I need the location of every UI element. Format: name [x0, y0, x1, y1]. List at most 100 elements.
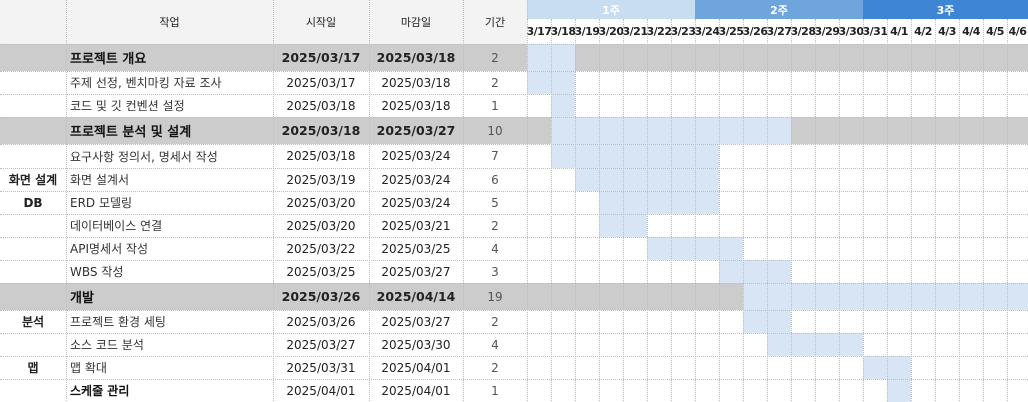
grid-line — [0, 379, 1028, 380]
phase-row-background — [0, 44, 1028, 71]
duration-value[interactable]: 19 — [487, 289, 503, 304]
end-date[interactable]: 2025/03/25 — [381, 241, 451, 256]
start-date[interactable]: 2025/03/22 — [286, 241, 356, 256]
day-header: 4/5 — [986, 25, 1004, 38]
start-date[interactable]: 2025/03/18 — [286, 98, 356, 113]
start-date[interactable]: 2025/03/20 — [286, 195, 356, 210]
duration-value[interactable]: 6 — [491, 172, 499, 187]
task-name[interactable]: 요구사항 정의서, 명세서 작성 — [70, 149, 218, 164]
task-name[interactable]: ERD 모델링 — [70, 196, 133, 210]
start-date[interactable]: 2025/04/01 — [286, 383, 356, 398]
group-label: 화면 설계 — [8, 173, 58, 187]
duration-value[interactable]: 5 — [491, 195, 499, 210]
grid-line — [0, 237, 1028, 238]
day-header: 3/17 — [527, 25, 551, 38]
duration-value[interactable]: 2 — [491, 50, 499, 65]
phase-name[interactable]: 개발 — [70, 291, 94, 306]
day-header: 3/30 — [839, 25, 863, 38]
end-date[interactable]: 2025/04/14 — [376, 289, 456, 304]
phase-row-background — [0, 117, 1028, 144]
grid-line — [0, 310, 1028, 311]
task-name[interactable]: 코드 및 깃 컨벤션 설정 — [70, 99, 185, 113]
start-date[interactable]: 2025/03/26 — [286, 314, 356, 329]
end-date[interactable]: 2025/03/21 — [381, 218, 451, 233]
group-label: 분석 — [21, 315, 45, 329]
day-header: 4/3 — [938, 25, 956, 38]
duration-value[interactable]: 2 — [491, 75, 499, 90]
day-header: 3/22 — [647, 25, 671, 38]
duration-value[interactable]: 4 — [491, 241, 499, 256]
duration-value[interactable]: 3 — [491, 264, 499, 279]
end-date[interactable]: 2025/03/27 — [381, 264, 451, 279]
end-date[interactable]: 2025/04/01 — [381, 383, 451, 398]
end-date[interactable]: 2025/03/27 — [376, 123, 456, 138]
task-name[interactable]: 프로젝트 환경 세팅 — [70, 315, 166, 329]
duration-value[interactable]: 2 — [491, 314, 499, 329]
grid-line — [551, 19, 552, 401]
end-date[interactable]: 2025/03/24 — [381, 195, 451, 210]
start-date[interactable]: 2025/03/26 — [281, 289, 361, 304]
start-date[interactable]: 2025/03/31 — [286, 360, 356, 375]
grid-line — [911, 19, 912, 401]
task-name[interactable]: 주제 선정, 벤치마킹 자료 조사 — [70, 76, 222, 90]
task-name[interactable]: 맵 확대 — [70, 361, 107, 375]
end-date[interactable]: 2025/03/30 — [381, 337, 451, 352]
gantt-bar — [719, 260, 791, 283]
end-date[interactable]: 2025/03/24 — [381, 149, 451, 163]
grid-line — [767, 19, 768, 401]
grid-line — [983, 19, 984, 401]
duration-value[interactable]: 2 — [491, 360, 499, 375]
grid-line — [839, 19, 840, 401]
end-date[interactable]: 2025/03/18 — [381, 98, 451, 113]
duration-value[interactable]: 4 — [491, 337, 499, 352]
task-name[interactable]: 데이터베이스 연결 — [70, 219, 163, 233]
grid-line — [0, 168, 1028, 169]
grid-line — [599, 19, 600, 401]
task-name[interactable]: 스케줄 관리 — [70, 384, 130, 398]
day-header: 3/18 — [551, 25, 575, 38]
start-date[interactable]: 2025/03/27 — [286, 337, 356, 352]
grid-line — [815, 19, 816, 401]
day-header: 3/27 — [767, 25, 791, 38]
end-date[interactable]: 2025/03/18 — [381, 75, 451, 90]
start-date[interactable]: 2025/03/25 — [286, 264, 356, 279]
grid-line — [935, 19, 936, 401]
task-name[interactable]: WBS 작성 — [70, 265, 124, 279]
grid-line — [575, 19, 576, 401]
day-header: 3/23 — [671, 25, 695, 38]
task-name[interactable]: 소스 코드 분석 — [70, 338, 144, 352]
start-date[interactable]: 2025/03/20 — [286, 218, 356, 233]
start-date[interactable]: 2025/03/18 — [281, 123, 361, 138]
day-header: 4/4 — [962, 25, 980, 38]
duration-value[interactable]: 7 — [491, 149, 499, 163]
start-date[interactable]: 2025/03/17 — [286, 75, 356, 90]
phase-name[interactable]: 프로젝트 분석 및 설계 — [70, 125, 192, 140]
duration-value[interactable]: 1 — [491, 98, 499, 113]
day-header: 3/20 — [599, 25, 623, 38]
phase-name[interactable]: 프로젝트 개요 — [70, 52, 147, 67]
gantt-bar — [887, 379, 911, 402]
grid-line — [647, 19, 648, 401]
end-date[interactable]: 2025/03/27 — [381, 314, 451, 329]
week-header: 1주 — [527, 0, 695, 19]
end-date[interactable]: 2025/03/24 — [381, 172, 451, 187]
end-date[interactable]: 2025/04/01 — [381, 360, 451, 375]
start-date[interactable]: 2025/03/17 — [281, 50, 361, 65]
duration-value[interactable]: 2 — [491, 218, 499, 233]
duration-value[interactable]: 10 — [487, 123, 503, 138]
duration-value[interactable]: 1 — [491, 383, 499, 398]
day-header: 3/25 — [719, 25, 743, 38]
grid-line — [463, 0, 464, 401]
day-header: 4/6 — [1008, 25, 1027, 38]
start-date[interactable]: 2025/03/18 — [286, 149, 356, 163]
end-date[interactable]: 2025/03/18 — [376, 50, 456, 65]
grid-line — [66, 0, 67, 401]
start-date[interactable]: 2025/03/19 — [286, 172, 356, 187]
task-name[interactable]: 화면 설계서 — [70, 173, 130, 187]
week-header: 3주 — [863, 0, 1028, 19]
gantt-bar — [551, 94, 575, 117]
task-name[interactable]: API명세서 작성 — [70, 242, 148, 256]
grid-line — [527, 19, 528, 401]
day-header: 3/26 — [743, 25, 767, 38]
